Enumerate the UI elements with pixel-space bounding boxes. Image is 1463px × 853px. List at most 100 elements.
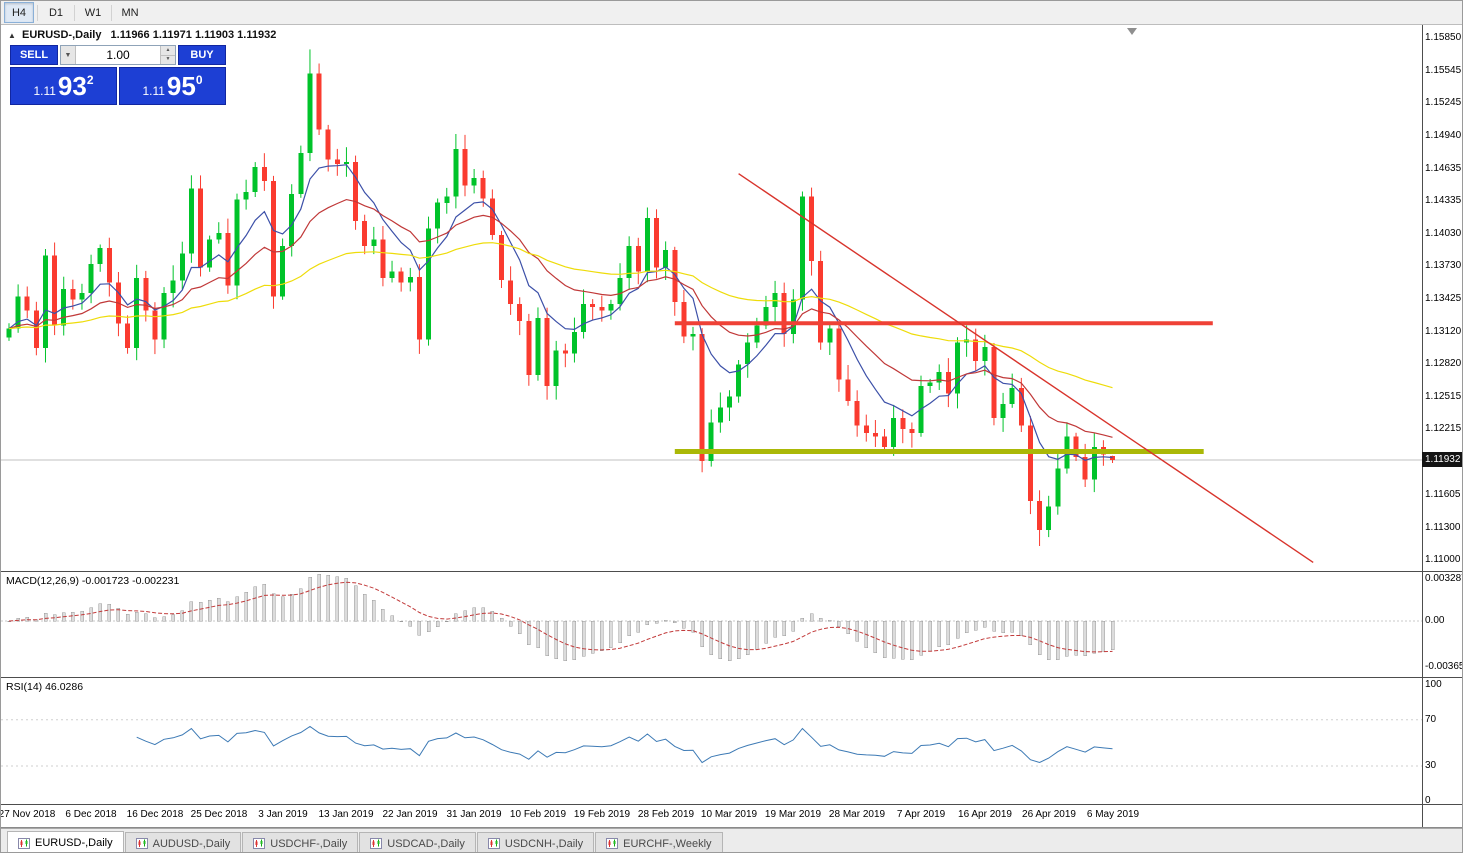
- price-axis-label: 1.12515: [1425, 391, 1462, 402]
- chart-tab-label: EURUSD-,Daily: [35, 837, 113, 849]
- rsi-indicator-label: RSI(14) 46.0286: [6, 681, 84, 693]
- chart-shift-marker-icon: [1127, 28, 1137, 35]
- volume-dropdown-button[interactable]: ▼: [61, 46, 76, 64]
- price-axis-label: 1.15850: [1425, 32, 1462, 43]
- chart-tab-audusd-daily[interactable]: AUDUSD-,Daily: [124, 832, 242, 852]
- chart-tab-eurchf-weekly[interactable]: EURCHF-,Weekly: [595, 832, 723, 852]
- date-axis[interactable]: 27 Nov 2018 6 Dec 2018 16 Dec 2018 25 Dec 2…: [1, 805, 1422, 827]
- macd-indicator-canvas[interactable]: [1, 572, 1422, 677]
- price-axis-label: 1.12820: [1425, 358, 1462, 369]
- macd-axis-label: 0.00: [1425, 615, 1445, 626]
- buy-price-button[interactable]: 1.11 95 0: [119, 67, 226, 105]
- date-axis-label: 22 Jan 2019: [382, 809, 438, 820]
- sell-button[interactable]: SELL: [10, 45, 58, 65]
- current-price-tag: 1.11932: [1422, 452, 1462, 467]
- sell-price-button[interactable]: 1.11 93 2: [10, 67, 117, 105]
- chart-tab-icon: [135, 838, 148, 849]
- timeframe-button-d1[interactable]: D1: [41, 2, 71, 23]
- volume-increase-button[interactable]: ▲: [161, 46, 175, 56]
- chart-tab-icon: [487, 838, 500, 849]
- chart-tab-icon: [18, 837, 30, 849]
- buy-price-superscript: 0: [195, 73, 203, 87]
- date-axis-label: 19 Mar 2019: [764, 809, 822, 820]
- date-axis-label: 13 Jan 2019: [318, 809, 374, 820]
- price-axis-label: 1.14940: [1425, 130, 1462, 141]
- timeframe-button-h4[interactable]: H4: [4, 2, 34, 23]
- chart-tab-label: AUDUSD-,Daily: [152, 837, 231, 850]
- chart-tab-icon: [253, 838, 266, 849]
- trade-panel-collapse-icon[interactable]: ▲: [8, 31, 16, 40]
- rsi-axis-label: 70: [1425, 714, 1437, 725]
- toolbar-separator: [111, 4, 112, 21]
- date-axis-label: 31 Jan 2019: [446, 809, 502, 820]
- buy-price-prefix: 1.11: [142, 84, 165, 98]
- chart-tab-usdcad-daily[interactable]: USDCAD-,Daily: [359, 832, 476, 852]
- timeframe-button-w1[interactable]: W1: [78, 2, 108, 23]
- toolbar-separator: [74, 4, 75, 21]
- timeframe-toolbar: H4 D1 W1 MN: [1, 1, 1462, 25]
- price-axis-label: 1.13120: [1425, 326, 1462, 337]
- chart-tab-label: EURCHF-,Weekly: [623, 837, 712, 850]
- date-axis-label: 3 Jan 2019: [258, 809, 308, 820]
- rsi-axis: 100 70 30 0: [1423, 678, 1462, 806]
- panel-separator[interactable]: [1, 804, 1462, 805]
- chart-tab-label: USDCNH-,Daily: [504, 837, 584, 850]
- price-axis-label: 1.14335: [1425, 195, 1462, 206]
- volume-control: ▼ ▲ ▼: [60, 45, 176, 65]
- macd-axis: 0.003287 0.00 -0.003659: [1423, 572, 1463, 677]
- date-axis-label: 26 Apr 2019: [1022, 809, 1076, 820]
- date-axis-label: 16 Apr 2019: [958, 809, 1012, 820]
- panel-separator: [1, 827, 1462, 828]
- price-axis-label: 1.14635: [1425, 163, 1462, 174]
- chart-title: ▲ EURUSD-,Daily 1.11966 1.11971 1.11903 …: [8, 29, 276, 41]
- chart-symbol-label: EURUSD-,Daily: [21, 29, 102, 41]
- chart-tab-usdcnh-daily[interactable]: USDCNH-,Daily: [476, 832, 595, 852]
- date-axis-label: 10 Feb 2019: [509, 809, 567, 820]
- price-axis[interactable]: 1.15850 1.15545 1.15245 1.14940 1.14635 1.143…: [1423, 24, 1462, 571]
- panel-separator[interactable]: [1, 677, 1462, 678]
- price-axis-label: 1.13730: [1425, 260, 1462, 271]
- panel-separator[interactable]: [1, 571, 1462, 572]
- volume-spinner: ▲ ▼: [160, 46, 175, 64]
- sell-price-superscript: 2: [86, 73, 94, 87]
- chart-tab-usdchf-daily[interactable]: USDCHF-,Daily: [242, 832, 359, 852]
- timeframe-button-mn[interactable]: MN: [115, 2, 145, 23]
- chart-tab-label: USDCAD-,Daily: [387, 837, 465, 850]
- price-axis-label: 1.11000: [1425, 554, 1461, 565]
- buy-button[interactable]: BUY: [178, 45, 226, 65]
- date-axis-label: 6 Dec 2018: [65, 809, 117, 820]
- chart-tabs-bar: EURUSD-,Daily AUDUSD-,Daily USDCHF-,Dail…: [1, 828, 1462, 852]
- date-axis-label: 6 May 2019: [1086, 809, 1140, 820]
- price-axis-label: 1.12215: [1425, 423, 1462, 434]
- rsi-axis-label: 0: [1425, 795, 1431, 806]
- price-axis-label: 1.15245: [1425, 97, 1462, 108]
- macd-axis-label: -0.003659: [1425, 661, 1462, 672]
- date-axis-label: 28 Feb 2019: [637, 809, 695, 820]
- macd-indicator-label: MACD(12,26,9) -0.001723 -0.002231: [6, 575, 180, 587]
- toolbar-separator: [37, 4, 38, 21]
- price-chart-canvas[interactable]: [1, 24, 1422, 571]
- price-axis-label: 1.15545: [1425, 65, 1462, 76]
- price-axis-separator: [1422, 24, 1423, 827]
- chart-window: ▲ EURUSD-,Daily 1.11966 1.11971 1.11903 …: [1, 24, 1463, 828]
- volume-decrease-button[interactable]: ▼: [161, 55, 175, 64]
- date-axis-label: 27 Nov 2018: [0, 809, 56, 820]
- price-axis-label: 1.11300: [1425, 522, 1461, 533]
- price-axis-label: 1.11605: [1425, 489, 1461, 500]
- chart-tab-icon: [370, 838, 383, 849]
- macd-axis-label: 0.003287: [1425, 573, 1463, 584]
- chart-tab-eurusd-daily[interactable]: EURUSD-,Daily: [7, 831, 124, 852]
- volume-input[interactable]: [76, 46, 160, 64]
- sell-price-prefix: 1.11: [33, 84, 56, 98]
- rsi-indicator-canvas[interactable]: [1, 678, 1422, 804]
- date-axis-label: 16 Dec 2018: [126, 809, 184, 820]
- rsi-axis-label: 100: [1425, 679, 1442, 690]
- chart-ohlc-values: 1.11966 1.11971 1.11903 1.11932: [110, 29, 277, 41]
- date-axis-label: 10 Mar 2019: [700, 809, 758, 820]
- price-axis-label: 1.14030: [1425, 228, 1462, 239]
- rsi-axis-label: 30: [1425, 760, 1437, 771]
- price-axis-label: 1.13425: [1425, 293, 1462, 304]
- sell-price-big-digits: 93: [57, 71, 87, 101]
